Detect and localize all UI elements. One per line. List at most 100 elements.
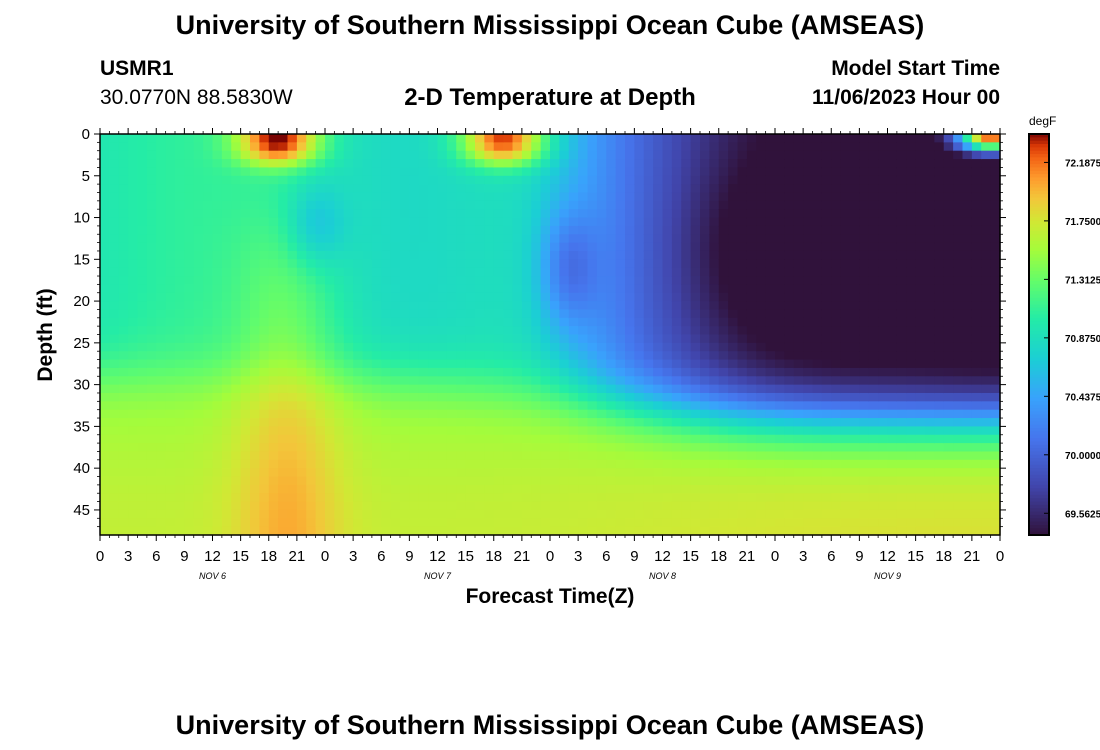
heatmap-cell [765, 301, 776, 311]
heatmap-cell [325, 159, 335, 169]
heatmap-cell [812, 443, 823, 453]
heatmap-cell [390, 159, 401, 169]
heatmap-cell [568, 192, 579, 202]
heatmap-cell [765, 509, 776, 519]
heatmap-cell [306, 200, 317, 210]
heatmap-cell [446, 200, 457, 210]
heatmap-cell [728, 367, 739, 377]
heatmap-cell [128, 434, 139, 444]
heatmap-cell [718, 334, 729, 344]
heatmap-cell [643, 317, 654, 327]
heatmap-cell [671, 150, 682, 160]
heatmap-cell [512, 259, 523, 269]
heatmap-cell [175, 359, 185, 369]
heatmap-cell [850, 142, 860, 152]
heatmap-cell [100, 484, 110, 494]
heatmap-cell [765, 184, 776, 194]
heatmap-cell [953, 509, 964, 519]
heatmap-cell [212, 292, 223, 302]
heatmap-cell [793, 225, 804, 235]
heatmap-cell [493, 501, 504, 511]
heatmap-cell [540, 334, 551, 344]
heatmap-cell [671, 134, 682, 143]
heatmap-cell [156, 175, 167, 185]
heatmap-cell [493, 184, 504, 194]
heatmap-cell [484, 434, 495, 444]
heatmap-cell [231, 217, 242, 227]
heatmap-cell [146, 418, 157, 427]
heatmap-cell [737, 359, 748, 369]
heatmap-cell [381, 468, 392, 478]
heatmap-cell [793, 518, 804, 528]
heatmap-cell [943, 518, 954, 528]
heatmap-cell [231, 250, 242, 260]
heatmap-cell [146, 376, 157, 386]
heatmap-cell [700, 418, 710, 427]
heatmap-cell [971, 376, 982, 386]
heatmap-cell [475, 225, 485, 235]
heatmap-cell [709, 468, 720, 478]
heatmap-cell [981, 326, 992, 336]
colorbar-segment [1029, 150, 1049, 155]
heatmap-cell [643, 184, 654, 194]
heatmap-cell [446, 351, 457, 361]
heatmap-cell [531, 493, 542, 503]
heatmap-cell [700, 159, 710, 169]
heatmap-cell [259, 376, 270, 386]
heatmap-cell [971, 317, 982, 327]
heatmap-cell [381, 326, 392, 336]
heatmap-cell [578, 509, 589, 519]
heatmap-cell [578, 367, 589, 377]
heatmap-cell [240, 451, 251, 461]
heatmap-cell [840, 451, 851, 461]
heatmap-cell [146, 150, 157, 160]
heatmap-cell [568, 234, 579, 244]
heatmap-cell [746, 242, 757, 252]
heatmap-cell [728, 267, 739, 277]
heatmap-cell [662, 526, 673, 536]
heatmap-cell [587, 326, 598, 336]
heatmap-cell [906, 225, 917, 235]
heatmap-cell [418, 426, 429, 436]
heatmap-cell [540, 259, 551, 269]
heatmap-cell [662, 351, 673, 361]
heatmap-cell [109, 225, 120, 235]
heatmap-cell [606, 267, 617, 277]
heatmap-cell [465, 459, 476, 469]
heatmap-cell [587, 526, 598, 536]
heatmap-cell [456, 267, 467, 277]
heatmap-cell [287, 259, 298, 269]
heatmap-cell [390, 175, 401, 185]
heatmap-cell [662, 493, 673, 503]
heatmap-cell [578, 409, 589, 419]
heatmap-cell [475, 384, 485, 394]
heatmap-cell [662, 376, 673, 386]
heatmap-cell [240, 267, 251, 277]
heatmap-cell [906, 242, 917, 252]
heatmap-cell [400, 284, 410, 294]
heatmap-cell [259, 192, 270, 202]
heatmap-cell [418, 150, 429, 160]
heatmap-cell [606, 259, 617, 269]
heatmap-cell [428, 234, 439, 244]
heatmap-cell [446, 309, 457, 319]
heatmap-cell [109, 518, 120, 528]
heatmap-cell [353, 418, 364, 427]
heatmap-cell [934, 426, 945, 436]
heatmap-cell [137, 367, 148, 377]
heatmap-cell [971, 217, 982, 227]
heatmap-cell [812, 526, 823, 536]
heatmap-cell [540, 267, 551, 277]
heatmap-cell [559, 175, 570, 185]
heatmap-cell [981, 351, 992, 361]
heatmap-cell [559, 359, 570, 369]
heatmap-cell [840, 259, 851, 269]
heatmap-cell [868, 192, 879, 202]
heatmap-cell [925, 209, 935, 219]
heatmap-cell [634, 159, 645, 169]
heatmap-cell [109, 317, 120, 327]
heatmap-cell [868, 326, 879, 336]
heatmap-cell [850, 493, 860, 503]
heatmap-cell [868, 250, 879, 260]
heatmap-cell [615, 242, 626, 252]
